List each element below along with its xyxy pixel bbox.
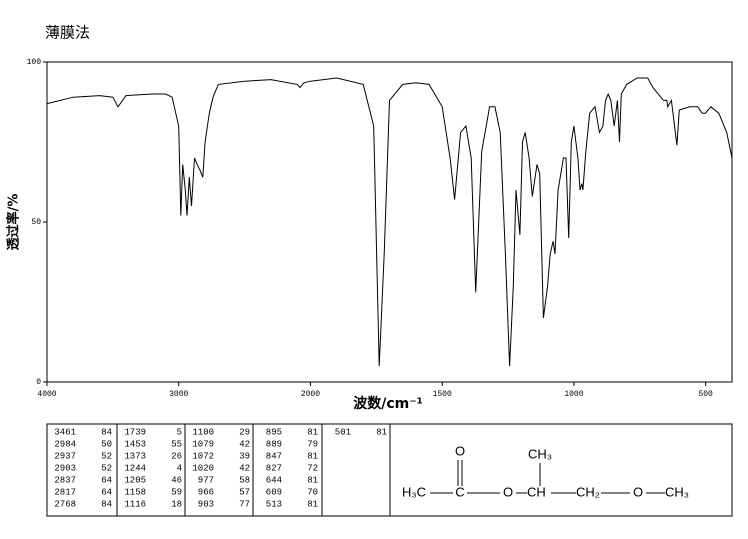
peak-transmittance: 59 [171,487,182,497]
peak-transmittance: 72 [307,463,318,473]
peak-transmittance: 42 [239,463,250,473]
peak-wavenumber: 1116 [124,499,146,509]
peak-transmittance: 64 [101,475,112,485]
table-dividers [116,424,391,516]
x-tick-label: 2000 [301,390,320,399]
structure-atom: CH₂ [576,484,600,499]
peak-transmittance: 81 [307,499,318,509]
peak-transmittance: 18 [171,499,182,509]
peak-wavenumber: 2937 [54,451,76,461]
structure-atom: H₃C [402,484,426,499]
structure-atom: CH [527,484,546,499]
peak-wavenumber: 889 [266,439,282,449]
x-axis-label: 波数/cm⁻¹ [353,395,423,412]
peak-wavenumber: 903 [198,499,214,509]
peak-transmittance: 52 [101,451,112,461]
peak-transmittance: 46 [171,475,182,485]
peak-transmittance: 79 [307,439,318,449]
peak-transmittance: 55 [171,439,182,449]
peak-transmittance: 52 [101,463,112,473]
y-tick-label: 0 [36,378,41,387]
structure-atom: O [455,443,465,458]
peak-transmittance: 58 [239,475,250,485]
peak-wavenumber: 1453 [124,439,146,449]
peak-wavenumber: 1158 [124,487,146,497]
peak-transmittance: 77 [239,499,250,509]
peak-wavenumber: 1079 [192,439,214,449]
peak-wavenumber: 827 [266,463,282,473]
peak-transmittance: 84 [101,427,112,437]
structure-bonds [430,460,665,494]
peak-wavenumber: 2768 [54,499,76,509]
y-tick-label: 50 [31,218,41,227]
peak-wavenumber: 2837 [54,475,76,485]
peak-wavenumber: 847 [266,451,282,461]
peak-wavenumber: 1100 [192,427,214,437]
peak-wavenumber: 609 [266,487,282,497]
peak-wavenumber: 1739 [124,427,146,437]
peak-transmittance: 39 [239,451,250,461]
peak-wavenumber: 1020 [192,463,214,473]
peak-transmittance: 64 [101,487,112,497]
peak-transmittance: 5 [177,427,182,437]
peak-transmittance: 81 [376,427,387,437]
peak-wavenumber: 3461 [54,427,76,437]
peak-wavenumber: 1205 [124,475,146,485]
peak-wavenumber: 644 [266,475,282,485]
peak-transmittance: 81 [307,451,318,461]
x-tick-label: 4000 [37,390,56,399]
structure-atom: O [503,484,513,499]
peak-wavenumber: 1072 [192,451,214,461]
peak-transmittance: 84 [101,499,112,509]
peak-wavenumber: 2903 [54,463,76,473]
peak-wavenumber: 1244 [124,463,146,473]
y-axis-label: 透过率/% [6,194,22,251]
x-tick-label: 1000 [564,390,583,399]
peak-transmittance: 70 [307,487,318,497]
x-tick-label: 3000 [169,390,188,399]
peak-wavenumber: 1373 [124,451,146,461]
structure-atom: CH₃ [528,446,552,461]
structure-atom: O [633,484,643,499]
peak-wavenumber: 2817 [54,487,76,497]
spectrum-line [46,77,733,367]
peak-transmittance: 26 [171,451,182,461]
peak-transmittance: 4 [177,463,182,473]
x-tick-label: 1500 [433,390,452,399]
peak-wavenumber: 895 [266,427,282,437]
peak-transmittance: 29 [239,427,250,437]
peak-wavenumber: 2984 [54,439,76,449]
structure-atom: CH₃ [665,484,689,499]
peak-transmittance: 81 [307,427,318,437]
structure-atom: C [455,484,464,499]
peak-wavenumber: 966 [198,487,214,497]
peak-transmittance: 50 [101,439,112,449]
chart-title: 薄膜法 [45,24,90,42]
peak-wavenumber: 501 [335,427,351,437]
x-tick-label: 500 [698,390,713,399]
peak-transmittance: 42 [239,439,250,449]
y-tick-label: 100 [27,58,42,67]
peak-transmittance: 81 [307,475,318,485]
peak-transmittance: 57 [239,487,250,497]
peak-wavenumber: 513 [266,499,282,509]
peak-wavenumber: 977 [198,475,214,485]
